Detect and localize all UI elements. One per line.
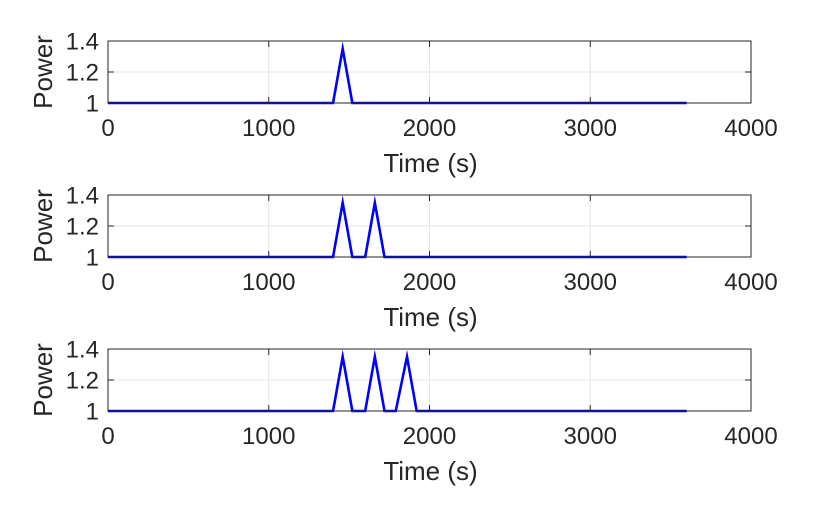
y-axis-label: Power: [28, 189, 58, 263]
x-tick-label: 4000: [724, 115, 777, 142]
x-tick-label: 1000: [242, 269, 295, 296]
y-tick-label: 1.4: [66, 183, 99, 210]
x-tick-label: 0: [101, 423, 114, 450]
subplot-1: 0 1000 2000 3000 4000 1 1.2 1.4 Time (s) Power: [28, 29, 778, 179]
x-tick-label: 0: [101, 269, 114, 296]
series-line-1: [108, 349, 687, 413]
x-tick-label: 2000: [403, 115, 456, 142]
x-tick-label: 2000: [403, 423, 456, 450]
y-tick-label: 1.2: [66, 60, 99, 87]
y-tick-label: 1.2: [66, 214, 99, 241]
x-tick-label: 4000: [724, 269, 777, 296]
y-axis-label: Power: [28, 35, 58, 109]
x-axis-label: Time (s): [383, 302, 477, 332]
y-tick-label: 1: [86, 91, 99, 118]
x-tick-label: 3000: [564, 423, 617, 450]
y-tick-label: 1.2: [66, 368, 99, 395]
subplot-2: 0 1000 2000 3000 4000 1 1.2 1.4 Time (s) Power: [28, 183, 778, 333]
x-tick-label: 0: [101, 115, 114, 142]
x-axis-label: Time (s): [383, 148, 477, 178]
x-tick-label: 4000: [724, 423, 777, 450]
y-tick-label: 1: [86, 399, 99, 426]
x-axis-label: Time (s): [383, 456, 477, 486]
x-tick-label: 3000: [564, 269, 617, 296]
y-axis-label: Power: [28, 343, 58, 417]
y-tick-label: 1: [86, 245, 99, 272]
x-tick-label: 1000: [242, 115, 295, 142]
x-tick-label: 2000: [403, 269, 456, 296]
subplot-3: 0 1000 2000 3000 4000 1 1.2 1.4 Time (s) Power: [28, 337, 778, 487]
x-tick-label: 1000: [242, 423, 295, 450]
y-tick-label: 1.4: [66, 337, 99, 364]
y-tick-label: 1.4: [66, 29, 99, 56]
x-tick-label: 3000: [564, 115, 617, 142]
